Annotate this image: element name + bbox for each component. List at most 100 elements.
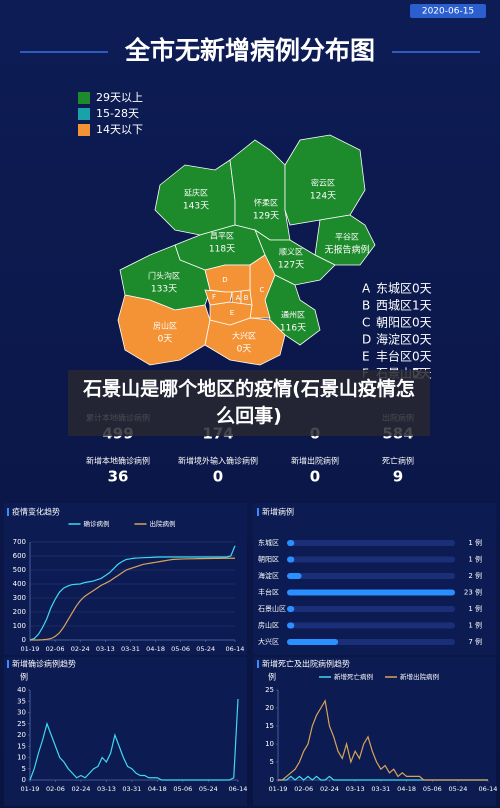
x-tick-label: 05-24 (196, 645, 215, 653)
district-name: 平谷区 (335, 233, 359, 242)
y-tick-label: 20 (17, 731, 26, 739)
x-tick-label: 02-06 (46, 645, 65, 653)
legend-swatch (78, 108, 90, 120)
value-label: 23 例 (464, 588, 482, 597)
category-label: 房山区 (258, 621, 279, 630)
key-letter: C (362, 316, 370, 330)
district-days: 0天 (158, 335, 173, 345)
chart-title: 新增病例 (262, 507, 294, 517)
value-label: 1 例 (468, 538, 482, 547)
bar-track (287, 622, 455, 629)
y-tick-label: 25 (17, 720, 26, 728)
title-marker (7, 660, 9, 668)
y-tick-label: 20 (265, 704, 274, 712)
value-label: 1 例 (468, 621, 482, 630)
legend-label: 出院病例 (150, 519, 176, 528)
x-tick-label: 04-18 (146, 645, 165, 653)
x-tick-label: 02-24 (71, 785, 90, 793)
category-label: 石景山区 (258, 604, 286, 613)
key-name: 东城区 (376, 282, 412, 296)
x-tick-label: 03-31 (122, 785, 141, 793)
stat-value: 36 (108, 468, 129, 486)
category-label: 东城区 (258, 538, 279, 547)
chart-title: 疫情变化趋势 (12, 507, 60, 517)
bar-track (287, 606, 455, 612)
value-label: 7 例 (468, 637, 482, 646)
x-tick-label: 05-06 (171, 645, 190, 653)
y-tick-label: 300 (13, 594, 26, 602)
category-label: 海淀区 (258, 571, 279, 580)
x-tick-label: 04-18 (397, 785, 416, 793)
panel (253, 657, 496, 806)
district-letter: B (244, 294, 249, 302)
stat-value: 0 (310, 468, 320, 486)
title-marker (257, 660, 259, 668)
y-tick-label: 5 (22, 765, 26, 773)
y-tick-label: 400 (13, 580, 26, 588)
bar (287, 573, 302, 579)
district (284, 134, 366, 226)
x-tick-label: 03-13 (346, 785, 365, 793)
x-tick-label: 02-24 (71, 645, 90, 653)
key-days: 0天 (412, 282, 432, 296)
legend-swatch (78, 124, 90, 136)
legend-label: 新增出院病例 (400, 672, 439, 681)
series-line (278, 699, 488, 781)
x-tick-label: 05-06 (423, 785, 442, 793)
bar (287, 556, 295, 563)
x-tick-label: 02-24 (320, 785, 339, 793)
district-days: 133天 (151, 285, 177, 295)
y-unit: 例 (268, 672, 276, 682)
date: 2020-06-15 (422, 7, 474, 17)
y-tick-label: 0 (22, 776, 26, 784)
x-tick-label: 05-24 (449, 785, 468, 793)
bar (287, 639, 339, 645)
key-days: 1天 (412, 299, 432, 313)
district-name: 门头沟区 (148, 271, 180, 281)
district-letter: E (230, 309, 234, 317)
x-tick-label: 06-14 (479, 785, 498, 793)
y-tick-label: 200 (13, 608, 26, 616)
y-tick-label: 5 (270, 758, 274, 766)
district-name: 通州区 (281, 310, 305, 320)
key-letter: A (362, 282, 371, 296)
series-line (29, 545, 236, 641)
y-tick-label: 10 (265, 740, 274, 748)
x-tick-label: 04-18 (148, 785, 167, 793)
title-marker (7, 508, 9, 516)
district-name: 密云区 (311, 178, 335, 188)
category-label: 朝阳区 (258, 555, 279, 564)
legend-label: 15-28天 (96, 107, 139, 120)
legend-label: 确诊病例 (84, 519, 110, 528)
district-name: 大兴区 (232, 331, 256, 341)
bar (287, 589, 455, 596)
key-days: 0天 (412, 350, 432, 364)
y-tick-label: 25 (265, 686, 274, 694)
district-days: 0天 (237, 345, 252, 355)
legend-label: 14天以下 (96, 123, 143, 136)
district-letter: A (236, 294, 241, 302)
date-badge (410, 4, 486, 18)
x-tick-label: 06-14 (226, 645, 245, 653)
chart-title: 新增死亡及出院病例趋势 (262, 659, 350, 669)
key-letter: B (362, 299, 370, 313)
x-tick-label: 01-19 (21, 645, 40, 653)
district (204, 289, 233, 306)
y-tick-label: 40 (17, 686, 26, 694)
y-tick-label: 100 (13, 622, 26, 630)
key-name: 朝阳区 (376, 316, 412, 330)
panel (4, 657, 247, 806)
x-tick-label: 01-19 (269, 785, 288, 793)
bar-track (287, 540, 455, 546)
stat-label: 新增本地确诊病例 (86, 456, 150, 466)
key-name: 海淀区 (376, 332, 412, 347)
district (249, 254, 276, 319)
key-letter: E (362, 350, 370, 364)
x-tick-label: 02-06 (46, 785, 65, 793)
y-tick-label: 0 (270, 776, 274, 784)
district (204, 264, 251, 293)
y-tick-label: 600 (13, 552, 26, 560)
district-letter: C (260, 286, 265, 294)
